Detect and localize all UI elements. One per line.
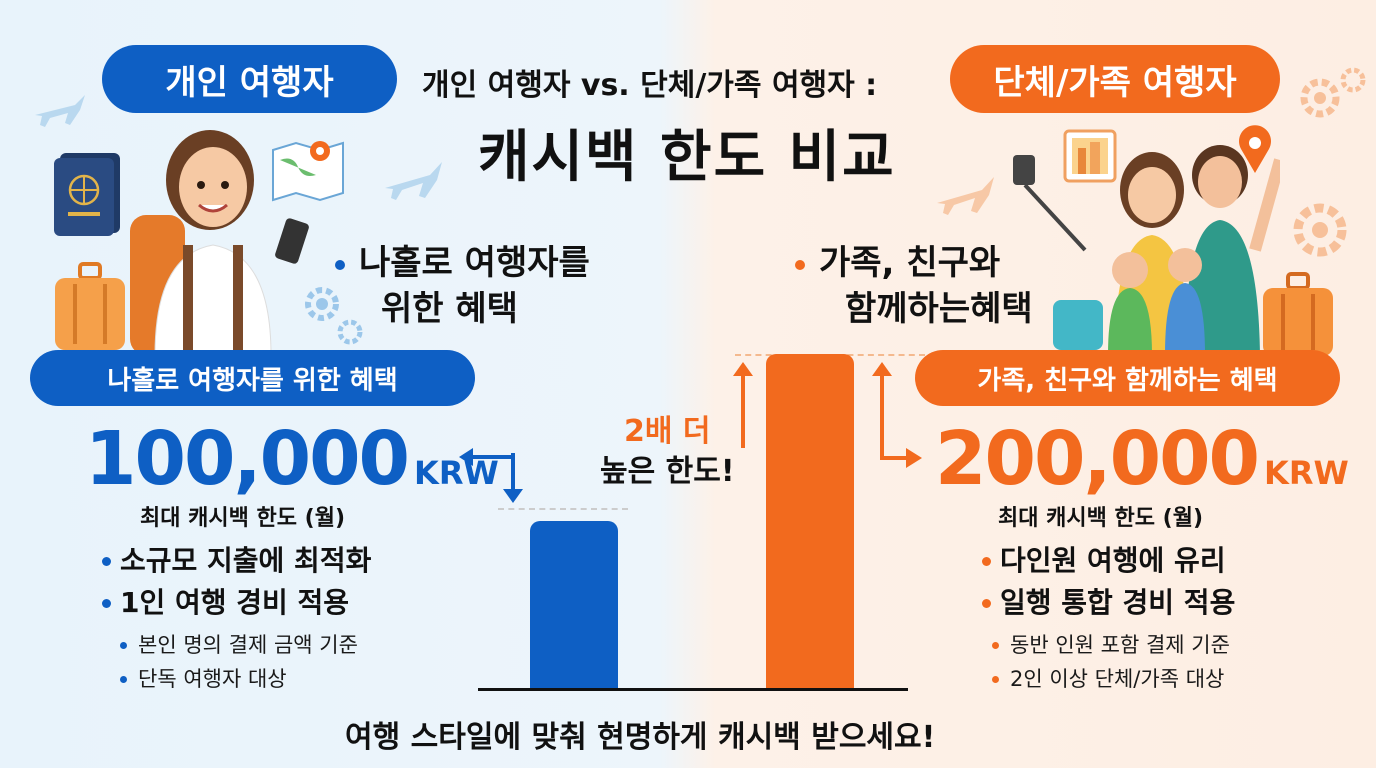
luggage-icon bbox=[55, 262, 125, 350]
group-benefit-line1: 가족, 친구와 bbox=[819, 243, 1001, 283]
bar-individual bbox=[530, 521, 618, 688]
map-icon bbox=[272, 141, 344, 202]
individual-amount: 100,000 KRW bbox=[85, 422, 499, 496]
group-benefit-pill: 가족, 친구와 함께하는 혜택 bbox=[915, 350, 1340, 406]
luggage-icon bbox=[1053, 300, 1103, 350]
group-amount-unit: KRW bbox=[1264, 454, 1349, 492]
passport-icon bbox=[54, 153, 120, 236]
individual-caption: 최대 캐시백 한도 (월) bbox=[140, 506, 346, 531]
group-traveler-badge: 단체/가족 여행자 bbox=[950, 45, 1280, 113]
list-item: 단독 여행자 대상 bbox=[120, 662, 358, 696]
list-item: 다인원 여행에 유리 bbox=[981, 540, 1235, 582]
individual-details: 본인 명의 결제 금액 기준 단독 여행자 대상 bbox=[120, 628, 358, 696]
group-amount-value: 200,000 bbox=[935, 416, 1260, 502]
arrow-up-icon bbox=[733, 362, 753, 448]
arrow-icon bbox=[459, 448, 523, 503]
solo-traveler-illustration bbox=[130, 130, 309, 355]
page-subtitle: 개인 여행자 vs. 단체/가족 여행자 : bbox=[422, 68, 878, 103]
list-item: 본인 명의 결제 금액 기준 bbox=[120, 628, 358, 662]
footer-message: 여행 스타일에 맞춰 현명하게 캐시백 받으세요! bbox=[345, 720, 936, 755]
group-caption: 최대 캐시백 한도 (월) bbox=[998, 506, 1204, 531]
individual-benefit-text: 나홀로 여행자를 위한 혜택 bbox=[335, 240, 590, 332]
photo-icon bbox=[1063, 129, 1117, 183]
airplane-icon bbox=[937, 177, 994, 215]
group-amount: 200,000 KRW bbox=[935, 422, 1349, 496]
chart-baseline bbox=[478, 688, 908, 691]
page-title: 캐시백 한도 비교 bbox=[478, 125, 896, 190]
airplane-icon bbox=[385, 162, 442, 200]
list-item: 1인 여행 경비 적용 bbox=[101, 582, 371, 624]
airplane-icon bbox=[35, 95, 85, 127]
individual-traveler-badge: 개인 여행자 bbox=[102, 45, 397, 113]
list-item: 2인 이상 단체/가족 대상 bbox=[992, 662, 1230, 696]
individual-level-line bbox=[498, 508, 628, 510]
callout-line2: 높은 한도! bbox=[600, 454, 735, 489]
double-limit-callout: 2배 더 높은 한도! bbox=[600, 412, 735, 492]
location-pin-icon bbox=[1239, 125, 1271, 173]
individual-amount-unit: KRW bbox=[414, 454, 499, 492]
gear-icon bbox=[1300, 67, 1366, 118]
list-item: 동반 인원 포함 결제 기준 bbox=[992, 628, 1230, 662]
group-benefit-line2: 함께하는혜택 bbox=[845, 289, 1033, 329]
smartphone-icon bbox=[275, 218, 309, 264]
individual-benefit-line1: 나홀로 여행자를 bbox=[359, 243, 590, 283]
list-item: 소규모 지출에 최적화 bbox=[101, 540, 371, 582]
gear-icon bbox=[1293, 203, 1347, 257]
bullet-icon bbox=[335, 259, 345, 270]
list-item: 일행 통합 경비 적용 bbox=[981, 582, 1235, 624]
family-illustration bbox=[1108, 145, 1280, 355]
gear-icon bbox=[305, 287, 363, 345]
arrow-icon bbox=[872, 362, 922, 468]
individual-amount-value: 100,000 bbox=[85, 416, 410, 502]
selfie-stick-icon bbox=[1013, 155, 1087, 252]
luggage-icon bbox=[1263, 272, 1333, 356]
group-details: 동반 인원 포함 결제 기준 2인 이상 단체/가족 대상 bbox=[992, 628, 1230, 696]
bar-group bbox=[766, 354, 854, 688]
group-points: 다인원 여행에 유리 일행 통합 경비 적용 bbox=[981, 540, 1235, 624]
individual-benefit-line2: 위한 혜택 bbox=[381, 289, 518, 329]
callout-line1: 2배 더 bbox=[624, 414, 711, 449]
group-benefit-text: 가족, 친구와 함께하는혜택 bbox=[795, 240, 1033, 332]
individual-points: 소규모 지출에 최적화 1인 여행 경비 적용 bbox=[101, 540, 371, 624]
bullet-icon bbox=[795, 259, 805, 270]
individual-benefit-pill: 나홀로 여행자를 위한 혜택 bbox=[30, 350, 475, 406]
